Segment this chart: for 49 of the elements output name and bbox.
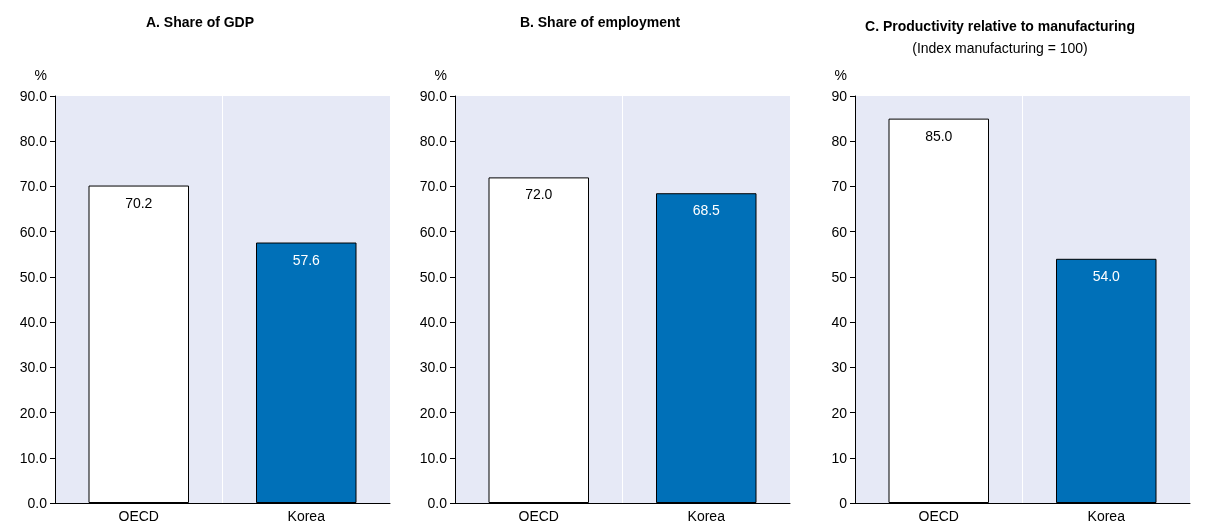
chart-subtitle: (Index manufacturing = 100) [912, 40, 1088, 56]
y-tick-label: 40.0 [419, 314, 448, 331]
y-tick-label: 10.0 [419, 449, 448, 466]
y-tick-label: 60.0 [419, 223, 448, 240]
y-tick-label: 90 [831, 88, 848, 104]
y-tick-label: 80 [831, 133, 848, 150]
y-axis-title: % [434, 67, 447, 83]
y-tick-label: 50 [831, 268, 848, 285]
y-tick-label: 30.0 [19, 359, 48, 376]
y-tick-label: 0 [839, 495, 848, 511]
y-tick-label: 50.0 [19, 268, 48, 285]
y-tick-label: 70.0 [419, 178, 448, 195]
y-axis-title: % [834, 67, 847, 83]
y-tick-label: 10.0 [19, 449, 48, 466]
y-tick-label: 60.0 [19, 223, 48, 240]
chart-title: A. Share of GDP [145, 14, 255, 30]
y-tick-label: 40.0 [19, 314, 48, 331]
y-tick-label: 30.0 [419, 359, 448, 376]
x-tick-label: OECD [518, 508, 559, 524]
data-label: 54.0 [1092, 267, 1121, 284]
x-tick-label: Korea [287, 508, 326, 524]
y-tick-label: 90.0 [419, 88, 448, 104]
x-tick-label: Korea [687, 508, 726, 524]
data-label: 85.0 [925, 127, 953, 144]
y-tick-label: 20.0 [419, 404, 448, 421]
y-tick-label: 0.0 [427, 495, 448, 511]
y-tick-label: 10 [831, 449, 848, 466]
data-label: 72.0 [525, 186, 553, 203]
chart-title: B. Share of employment [519, 14, 681, 30]
x-tick-label: OECD [918, 508, 959, 524]
y-tick-label: 50.0 [419, 268, 448, 285]
y-tick-label: 30 [831, 359, 848, 376]
y-tick-label: 90.0 [19, 88, 48, 104]
y-tick-label: 20.0 [19, 404, 48, 421]
y-axis-title: % [34, 67, 47, 83]
x-tick-label: Korea [1087, 508, 1126, 524]
y-tick-label: 70.0 [19, 178, 48, 195]
data-label: 70.2 [125, 194, 153, 211]
y-tick-label: 40 [831, 314, 848, 331]
y-tick-label: 0.0 [27, 495, 48, 511]
chart-title: C. Productivity relative to manufacturing [865, 18, 1135, 34]
y-tick-label: 60 [831, 223, 848, 240]
y-tick-label: 80.0 [19, 133, 48, 150]
y-tick-label: 20 [831, 404, 848, 421]
data-label: 68.5 [692, 202, 721, 219]
data-label: 57.6 [292, 251, 321, 268]
x-tick-label: OECD [118, 508, 159, 524]
y-tick-label: 80.0 [419, 133, 448, 150]
y-tick-label: 70 [831, 178, 848, 195]
